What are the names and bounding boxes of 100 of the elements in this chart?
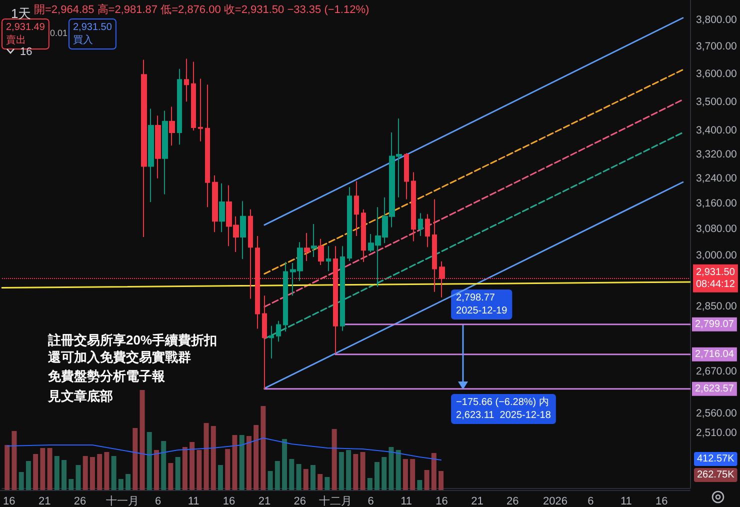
bar: [104, 452, 110, 490]
bar: [40, 448, 46, 490]
bar: [90, 457, 95, 490]
x-tick-label: 16: [2, 496, 16, 507]
bar: [76, 465, 81, 490]
text: 1天: [11, 6, 32, 21]
y-tick-label: 3,320.00: [696, 148, 738, 160]
y-tick-label: 2,850.00: [696, 300, 738, 312]
bar: [254, 425, 259, 490]
x-tick-label: 11: [620, 496, 632, 507]
x-tick-label: 11: [400, 496, 412, 507]
annotation: 見文章底部: [47, 388, 113, 404]
bar: [33, 454, 38, 490]
bar: [182, 447, 188, 490]
bar: [360, 452, 366, 490]
annotation: 0.01: [50, 28, 68, 38]
candlestick: [269, 325, 274, 359]
x-tick-label: 16: [656, 496, 668, 507]
candlestick: [191, 61, 196, 131]
x-tick-label: 十二月: [318, 494, 352, 507]
x-tick-label: 16: [222, 496, 236, 507]
y-tick-label: 2,510.00: [696, 426, 738, 439]
x-tick-label: 6: [155, 496, 162, 507]
bar: [246, 436, 252, 490]
y-tick-label: 3,700.00: [696, 40, 738, 53]
bar: [26, 461, 31, 490]
candlestick: [177, 68, 182, 146]
bar: [239, 435, 244, 490]
x-tick-label: 2026: [543, 496, 568, 507]
bar: [289, 459, 294, 490]
bar: [62, 460, 67, 490]
candlestick: [283, 262, 288, 332]
bar: [282, 439, 288, 490]
bar: [232, 435, 238, 490]
bar: [68, 479, 74, 490]
bar: [154, 450, 159, 490]
annotation: −175.66 (−6.28%) 内 2,623.11 2025-12-18: [456, 396, 552, 422]
y-tick-label: 3,600.00: [696, 68, 738, 80]
bar: [218, 465, 224, 490]
annotation: 2,931.49 賣出: [6, 22, 46, 46]
annotation: 開=2,964.85 高=2,981.87 低=2,876.00 收=2,931.50 −33.35 (−1.12%): [34, 3, 370, 16]
annotation: 註冊交易所享20%手續費折扣: [47, 332, 218, 348]
bar: [367, 478, 372, 490]
candlestick: [404, 152, 409, 200]
x-tick-label: 6: [588, 496, 594, 507]
data-label: 2,716.04: [695, 348, 734, 360]
bar: [268, 471, 273, 490]
bar: [431, 453, 436, 490]
x-tick-label: 26: [506, 496, 519, 507]
data-label: 2,799.07: [695, 318, 734, 330]
bar: [204, 423, 209, 490]
candlestick: [418, 212, 423, 236]
bar: [82, 456, 88, 490]
bar: [118, 479, 124, 490]
x-tick-label: 十一月: [106, 494, 140, 507]
bar: [260, 406, 266, 490]
bar: [374, 462, 380, 490]
bar: [210, 426, 216, 490]
x-tick-label: 11: [188, 496, 200, 507]
bar: [126, 474, 131, 490]
bar: [111, 456, 116, 490]
bar: [190, 442, 195, 490]
x-tick-label: 21: [258, 496, 271, 507]
text: 412.57K: [697, 454, 735, 464]
candlestick: [205, 84, 210, 208]
x-tick-label: 6: [368, 496, 374, 507]
ref-line-label: 2,931.50 08:44:12: [696, 266, 736, 290]
candlestick: [361, 208, 366, 263]
x-tick-label: 26: [294, 496, 306, 507]
text: 262.75K: [697, 470, 735, 480]
x-tick-label: 21: [471, 496, 484, 507]
y-tick-label: 3,160.00: [696, 198, 738, 210]
bar: [338, 452, 344, 490]
bar: [396, 450, 401, 490]
candlestick: [425, 214, 430, 248]
annotation: 還可加入免費交易實戰群: [47, 350, 191, 364]
candlestick: [148, 108, 154, 203]
bar: [161, 441, 166, 490]
bar: [402, 459, 408, 490]
bar: [274, 461, 280, 490]
candlestick: [311, 224, 317, 258]
annotation: 2,798.77 2025-12-19: [456, 292, 508, 317]
candlestick: [340, 246, 345, 332]
candlestick: [240, 200, 246, 260]
annotation: 免費盤勢分析電子報: [47, 368, 166, 384]
bar: [324, 477, 330, 490]
bar: [410, 459, 416, 490]
bar: [175, 457, 180, 490]
bar: [438, 471, 444, 490]
y-tick-label: 3,240.00: [696, 172, 738, 185]
y-tick-label: 3,400.00: [696, 124, 738, 137]
annotation: 16: [20, 46, 32, 58]
candlestick: [162, 110, 168, 195]
bar: [132, 428, 138, 490]
bar: [296, 464, 302, 490]
candlestick: [141, 59, 147, 238]
data-label: 2,623.57: [695, 383, 734, 394]
candlestick: [276, 320, 281, 342]
y-tick-label: 2,670.00: [696, 365, 738, 378]
candlestick: [212, 174, 218, 233]
